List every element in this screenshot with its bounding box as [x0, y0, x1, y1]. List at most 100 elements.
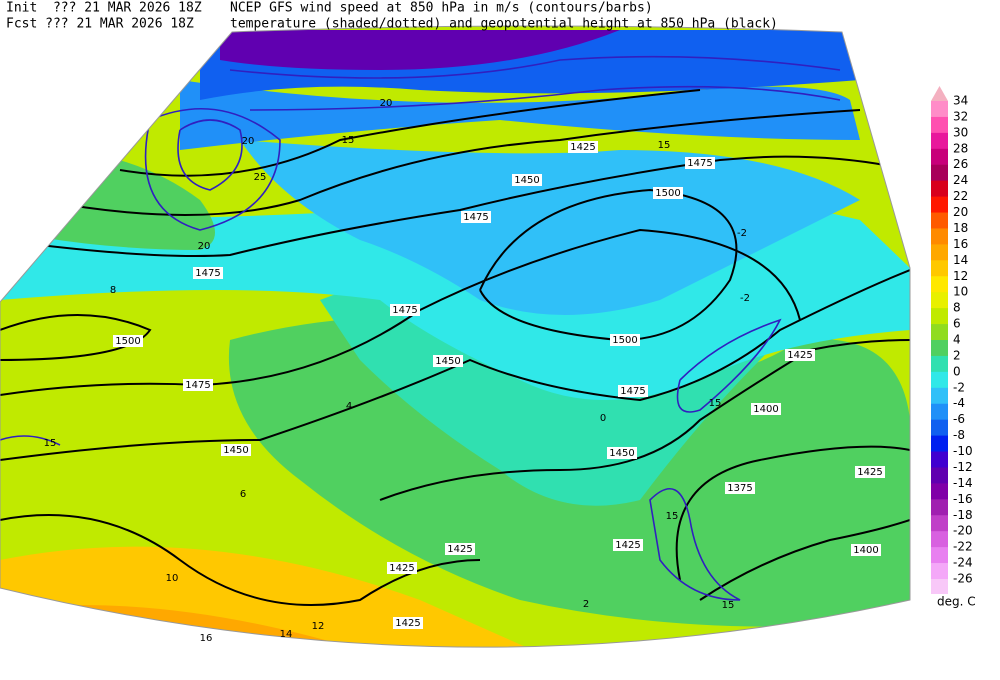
label-box: [461, 211, 491, 223]
label-box: [393, 617, 423, 629]
contour-label: 15: [666, 511, 679, 522]
colorbar-swatch: [931, 308, 948, 325]
colorbar-swatch: [931, 435, 948, 453]
map-frame: [0, 25, 911, 648]
colorbar-label: 16: [953, 237, 968, 251]
height-label: 1500: [115, 336, 140, 347]
colorbar-swatch: [931, 451, 948, 468]
colorbar-swatch: [931, 355, 948, 373]
colorbar-label: -18: [953, 508, 973, 522]
colorbar-swatch: [931, 387, 948, 405]
colorbar-swatch: [931, 324, 948, 341]
fcst-label: Fcst ??? 21 MAR 2026 18Z: [6, 17, 194, 32]
colorbar-swatch: [931, 196, 948, 214]
height-label: 1400: [753, 404, 778, 415]
label-box: [433, 355, 463, 367]
colorbar-label: 24: [953, 173, 968, 187]
colorbar-swatch: [931, 116, 948, 134]
height-label: 1425: [447, 544, 472, 555]
colorbar-label: 4: [953, 333, 961, 347]
label-box: [390, 304, 420, 316]
colorbar-swatch: [931, 340, 948, 357]
height-label: 1425: [389, 563, 414, 574]
contour-label: 15: [722, 600, 735, 611]
label-box: [613, 539, 643, 551]
contour-label: 25: [254, 172, 267, 183]
colorbar-label: 14: [953, 253, 968, 267]
label-box: [618, 385, 648, 397]
colorbar-swatch: [931, 212, 948, 229]
contour-label: 15: [658, 140, 671, 151]
contour-label: 14: [280, 629, 293, 640]
colorbar-swatch: [931, 276, 948, 293]
colorbar-label: 2: [953, 348, 961, 362]
colorbar-swatch: [931, 403, 948, 421]
height-label: 1475: [687, 158, 712, 169]
label-box: [113, 335, 143, 347]
label-box: [610, 334, 640, 346]
wind-contours: [0, 55, 841, 601]
colorbar-label: 18: [953, 221, 968, 235]
label-box: [221, 444, 251, 456]
colorbar-swatch: [931, 148, 948, 166]
label-box: [183, 379, 213, 391]
colorbar: 3432302826242220181614121086420-2-4-6-8-…: [931, 86, 973, 594]
contour-label: 15: [44, 438, 57, 449]
colorbar-swatch: [931, 467, 948, 484]
colorbar-swatch: [931, 483, 948, 500]
label-box: [512, 174, 542, 186]
label-box: [445, 543, 475, 555]
label-box: [568, 141, 598, 153]
contour-label: 20: [198, 241, 211, 252]
label-box: [785, 349, 815, 361]
colorbar-label: -20: [953, 524, 973, 538]
colorbar-label: -22: [953, 540, 973, 554]
colorbar-label: -8: [953, 428, 965, 442]
colorbar-swatch: [931, 563, 948, 580]
colorbar-label: 12: [953, 269, 968, 283]
label-box: [855, 466, 885, 478]
colorbar-label: 28: [953, 141, 968, 155]
colorbar-swatch: [931, 515, 948, 532]
label-box: [193, 267, 223, 279]
label-box: [685, 157, 715, 169]
colorbar-label: 22: [953, 189, 968, 203]
colorbar-label: 0: [953, 364, 961, 378]
height-label: 1425: [570, 142, 595, 153]
colorbar-label: 6: [953, 317, 961, 331]
label-box: [607, 447, 637, 459]
colorbar-swatch: [931, 579, 948, 594]
contour-label: 15: [342, 135, 355, 146]
contour-label: 8: [110, 285, 116, 296]
label-box: [851, 544, 881, 556]
colorbar-label: -12: [953, 460, 973, 474]
colorbar-swatch: [931, 371, 948, 389]
contour-label: 20: [380, 98, 393, 109]
height-label: 1500: [612, 335, 637, 346]
colorbar-swatch: [931, 164, 948, 182]
label-box: [653, 187, 683, 199]
height-label: 1425: [857, 467, 882, 478]
height-label: 1400: [853, 545, 878, 556]
colorbar-label: -24: [953, 556, 973, 570]
colorbar-label: -4: [953, 396, 965, 410]
height-label: 1450: [223, 445, 248, 456]
map-labels: 1500 1475 1450 1450 1475 1500 1500 1475 1475 1450…: [44, 98, 885, 644]
label-box: [751, 403, 781, 415]
height-label: 1475: [185, 380, 210, 391]
colorbar-swatch: [931, 499, 948, 516]
init-label: Init ??? 21 MAR 2026 18Z: [6, 1, 202, 16]
contour-label: 10: [166, 573, 179, 584]
colorbar-swatch: [931, 531, 948, 548]
colorbar-label: 34: [953, 94, 968, 108]
height-label: 1475: [463, 212, 488, 223]
height-label: 1450: [514, 175, 539, 186]
title-line: NCEP GFS wind speed at 850 hPa in m/s (c…: [230, 1, 653, 16]
colorbar-label: -14: [953, 476, 973, 490]
height-label: 1475: [620, 386, 645, 397]
contour-label: 15: [709, 398, 722, 409]
contour-label: 2: [583, 599, 589, 610]
colorbar-swatch: [931, 260, 948, 277]
label-box: [387, 562, 417, 574]
